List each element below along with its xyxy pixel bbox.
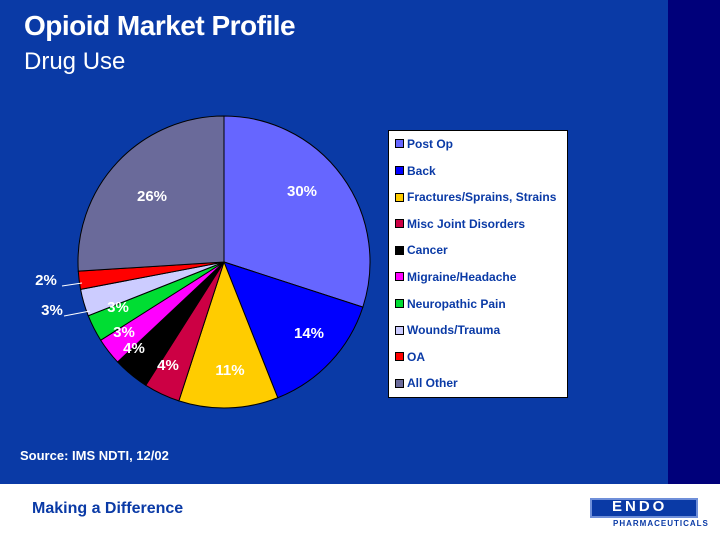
source-note: Source: IMS NDTI, 12/02 (20, 448, 169, 463)
slice-label: 3% (107, 299, 129, 316)
legend-label: All Other (407, 376, 458, 391)
legend-item: Neuropathic Pain (395, 297, 506, 311)
legend-label: Fractures/Sprains, Strains (407, 190, 557, 205)
pie-slice-back (223, 261, 364, 399)
legend-swatch (395, 272, 404, 282)
pie-chart: 30%14%11%4%4%3%3%3%2%26% (35, 115, 371, 409)
slice-label: 14% (294, 325, 324, 342)
pie-slice-post-op (223, 115, 371, 308)
legend-item: Cancer (395, 243, 448, 257)
legend-swatch (395, 352, 404, 362)
page-title: Opioid Market Profile (24, 10, 296, 41)
legend-item: OA (395, 350, 425, 364)
legend-label: Migraine/Headache (407, 270, 517, 284)
chart-legend: Post Op Back Fractures/Sprains, Strains Mis… (388, 130, 568, 398)
slice-label: 26% (137, 188, 167, 205)
right-sidebar-bar (668, 0, 720, 484)
legend-item: Fractures/Sprains, Strains (395, 190, 556, 204)
legend-label: OA (407, 349, 425, 364)
legend-swatch (395, 325, 404, 335)
legend-label: Neuropathic Pain (407, 296, 506, 311)
logo-subtext: PHARMACEUTICALS (613, 519, 709, 528)
endo-logo-icon (590, 498, 698, 518)
legend-item: All Other (395, 376, 458, 390)
slice-label: 4% (157, 357, 179, 374)
legend-swatch (395, 245, 404, 255)
legend-swatch (395, 378, 404, 388)
legend-swatch (395, 192, 404, 202)
slice-label: 3% (41, 302, 63, 319)
legend-item: Wounds/Trauma (395, 323, 500, 337)
footer-tagline: Making a Difference (32, 500, 184, 517)
legend-item: Migraine/Headache (395, 270, 516, 284)
legend-item: Post Op (395, 137, 453, 151)
legend-item: Misc Joint Disorders (395, 217, 525, 231)
pie-slice-all-other (77, 115, 225, 272)
legend-swatch (395, 219, 404, 229)
slice-label: 30% (287, 183, 317, 200)
slice-label: 2% (35, 272, 57, 289)
slice-label: 4% (123, 340, 145, 357)
pie-slice-fractures-sprains-strains (178, 260, 279, 409)
logo-text: ENDO (612, 498, 668, 515)
leader-line (63, 310, 91, 317)
legend-swatch (395, 298, 404, 308)
legend-item: Back (395, 164, 436, 178)
legend-swatch (395, 139, 404, 149)
legend-swatch (395, 165, 404, 175)
legend-label: Back (407, 163, 436, 178)
legend-label: Wounds/Trauma (407, 323, 501, 338)
page-subtitle: Drug Use (24, 48, 126, 75)
legend-label: Misc Joint Disorders (407, 216, 526, 231)
slice-label: 3% (113, 324, 135, 341)
legend-label: Post Op (407, 137, 454, 151)
legend-label: Cancer (407, 243, 448, 258)
leader-line (61, 282, 83, 287)
slice-label: 11% (215, 362, 244, 379)
